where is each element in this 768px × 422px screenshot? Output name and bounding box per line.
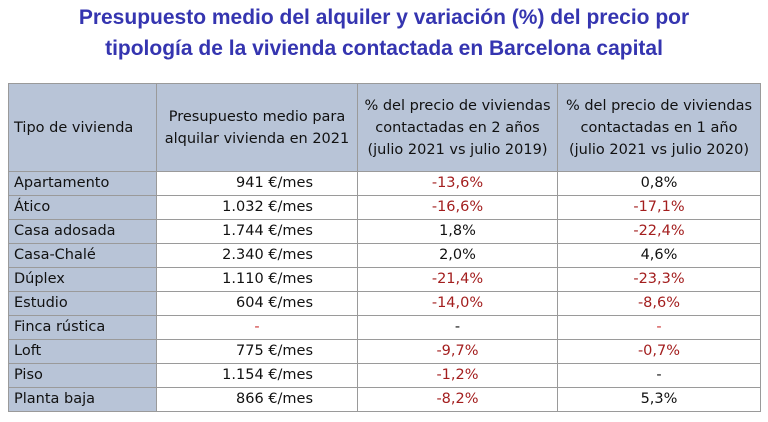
cell-budget: 1.744 €/mes [156,219,358,244]
cell-budget: 866 €/mes [156,387,358,412]
cell-pct-1y: - [557,315,761,340]
cell-pct-2y: -13,6% [357,171,558,196]
header-pct-1y-line-3: (julio 2021 vs julio 2020) [569,141,749,158]
cell-pct-2y: - [357,315,558,340]
rent-table: Tipo de vivienda Presupuesto medio para … [8,83,761,412]
header-budget: Presupuesto medio para alquilar vivienda… [156,83,358,172]
cell-type: Estudio [8,291,157,316]
cell-pct-2y: 1,8% [357,219,558,244]
cell-pct-1y: -17,1% [557,195,761,220]
header-pct-2y-line-3: (julio 2021 vs julio 2019) [367,141,548,158]
cell-pct-2y: 2,0% [357,243,558,268]
header-pct-1y-line-1: % del precio de viviendas [565,97,753,114]
header-row: Tipo de vivienda Presupuesto medio para … [8,83,761,172]
table-row: Dúplex 1.110 €/mes -21,4% -23,3% [8,267,761,292]
cell-pct-2y: -8,2% [357,387,558,412]
cell-pct-1y: 0,8% [557,171,761,196]
header-type: Tipo de vivienda [8,83,157,172]
cell-pct-2y: -9,7% [357,339,558,364]
table-row: Ático 1.032 €/mes -16,6% -17,1% [8,195,761,220]
page-title: Presupuesto medio del alquiler y variaci… [0,2,768,64]
header-pct-2y: % del precio de viviendas contactadas en… [357,83,558,172]
cell-type: Apartamento [8,171,157,196]
table-row: Estudio 604 €/mes -14,0% -8,6% [8,291,761,316]
table-row: Finca rústica - - - [8,315,761,340]
header-budget-line-2: alquilar vivienda en 2021 [164,130,350,147]
cell-budget: 1.154 €/mes [156,363,358,388]
cell-type: Planta baja [8,387,157,412]
table-row: Casa-Chalé 2.340 €/mes 2,0% 4,6% [8,243,761,268]
cell-pct-1y: -0,7% [557,339,761,364]
table-body: Apartamento 941 €/mes -13,6% 0,8% Ático … [8,171,761,412]
cell-budget: 1.110 €/mes [156,267,358,292]
cell-type: Ático [8,195,157,220]
cell-budget: 1.032 €/mes [156,195,358,220]
page-title-line-1: Presupuesto medio del alquiler y variaci… [78,6,690,29]
table-row: Apartamento 941 €/mes -13,6% 0,8% [8,171,761,196]
cell-budget: 775 €/mes [156,339,358,364]
table-row: Piso 1.154 €/mes -1,2% - [8,363,761,388]
cell-budget: - [156,315,358,340]
header-pct-2y-line-1: % del precio de viviendas [364,97,551,114]
page-title-line-2: tipología de la vivienda contactada en B… [105,37,663,60]
header-pct-2y-line-2: contactadas en 2 años [375,119,540,136]
cell-pct-1y: 4,6% [557,243,761,268]
cell-type: Dúplex [8,267,157,292]
header-pct-1y: % del precio de viviendas contactadas en… [557,83,761,172]
table-header: Tipo de vivienda Presupuesto medio para … [8,83,761,172]
table-row: Casa adosada 1.744 €/mes 1,8% -22,4% [8,219,761,244]
cell-type: Casa adosada [8,219,157,244]
table-row: Planta baja 866 €/mes -8,2% 5,3% [8,387,761,412]
cell-pct-1y: -8,6% [557,291,761,316]
cell-type: Casa-Chalé [8,243,157,268]
header-budget-line-1: Presupuesto medio para [168,108,346,125]
cell-pct-1y: -23,3% [557,267,761,292]
cell-pct-1y: - [557,363,761,388]
cell-budget: 941 €/mes [156,171,358,196]
cell-pct-1y: 5,3% [557,387,761,412]
cell-type: Loft [8,339,157,364]
header-pct-1y-line-2: contactadas en 1 año [580,119,738,136]
cell-pct-2y: -21,4% [357,267,558,292]
cell-type: Piso [8,363,157,388]
cell-budget: 604 €/mes [156,291,358,316]
table-row: Loft 775 €/mes -9,7% -0,7% [8,339,761,364]
cell-type: Finca rústica [8,315,157,340]
cell-budget: 2.340 €/mes [156,243,358,268]
cell-pct-2y: -1,2% [357,363,558,388]
cell-pct-2y: -16,6% [357,195,558,220]
cell-pct-1y: -22,4% [557,219,761,244]
cell-pct-2y: -14,0% [357,291,558,316]
